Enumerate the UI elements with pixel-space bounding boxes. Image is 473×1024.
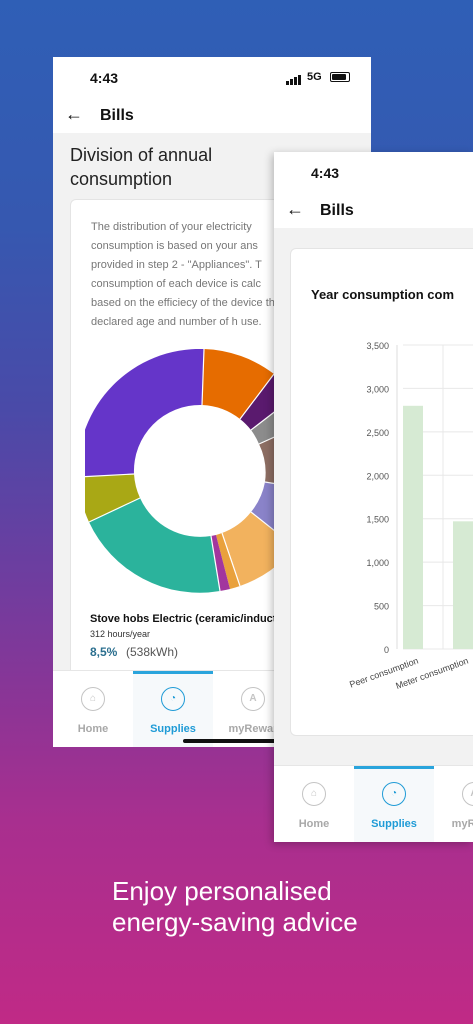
battery-icon — [330, 72, 350, 82]
caption-line-2: energy-saving advice — [112, 907, 358, 937]
gauge-icon: ◔ — [161, 687, 185, 711]
back-arrow-icon[interactable]: ← — [65, 104, 83, 124]
rewards-icon: A — [241, 687, 265, 711]
donut-segment-peach — [222, 512, 285, 586]
nav-supplies-label-2: Supplies — [371, 818, 417, 830]
status-time: 4:43 — [90, 70, 119, 86]
device-name: Stove hobs Electric (ceramic/inductio — [90, 613, 287, 625]
device-kwh: (538kWh) — [126, 645, 179, 659]
header-title: Bills — [100, 107, 134, 124]
marketing-caption: Enjoy personalised energy-saving advice — [112, 876, 358, 938]
chart-card: Year consumption com 3,500 3,000 2,500 2,00… — [290, 248, 473, 736]
gauge-icon: ◔ — [382, 782, 406, 806]
nav-rewards-label: myRewar — [228, 723, 278, 735]
section-title: Division of annual consumption — [70, 145, 213, 189]
network-label: 5G — [307, 71, 322, 83]
donut-segment-teal — [89, 498, 220, 593]
y-tick-label: 2,000 — [366, 471, 389, 481]
donut-segment-orange-small — [216, 533, 240, 589]
nav-supplies[interactable]: ◔ Supplies — [133, 671, 213, 747]
caption-line-1: Enjoy personalised — [112, 876, 332, 906]
description-text: The distribution of your electricity con… — [91, 221, 281, 328]
y-tick-label: 3,000 — [366, 384, 389, 394]
y-tick-label: 0 — [384, 645, 389, 655]
nav-rewards[interactable]: A myRewar — [213, 671, 293, 747]
nav-home-2[interactable]: ⌂ Home — [274, 766, 354, 842]
chart-title: Year consumption com — [311, 287, 455, 302]
nav-home[interactable]: ⌂ Home — [53, 671, 133, 747]
status-time-2: 4:43 — [311, 165, 340, 181]
donut-segment-purple — [85, 349, 204, 477]
nav-home-label: Home — [77, 723, 109, 735]
app-header-2: ← Bills — [274, 194, 473, 228]
donut-segment-magenta — [211, 535, 230, 591]
nav-rewards-label-2: myRewa — [451, 818, 473, 830]
signal-icon — [286, 72, 302, 88]
donut-chart — [85, 349, 285, 593]
donut-segment-darkpurple — [240, 374, 285, 430]
nav-supplies-label: Supplies — [150, 723, 196, 735]
y-tick-label: 1,500 — [366, 515, 389, 525]
header-title-2: Bills — [320, 202, 354, 219]
home-icon: ⌂ — [81, 687, 105, 711]
donut-segment-orange — [202, 349, 274, 419]
device-usage: 312 hours/year — [90, 629, 151, 639]
y-tick-label: 1,000 — [366, 558, 389, 568]
y-tick-label: 500 — [374, 602, 389, 612]
y-tick-label: 2,500 — [366, 428, 389, 438]
home-icon: ⌂ — [302, 782, 326, 806]
y-tick-label: 3,500 — [366, 341, 389, 351]
home-indicator — [183, 739, 283, 743]
bar-0 — [403, 405, 423, 649]
status-bar: 4:43 5G — [53, 57, 371, 99]
nav-home-label-2: Home — [298, 818, 330, 830]
app-header: ← Bills — [53, 99, 371, 133]
nav-rewards-2[interactable]: A myRewa — [434, 766, 473, 842]
status-bar-2: 4:43 — [274, 152, 473, 194]
phone-screen-year: 4:43 ← Bills Year consumption com 3,500 3… — [274, 152, 473, 842]
donut-segment-olive — [85, 474, 140, 522]
back-arrow-icon-2[interactable]: ← — [286, 199, 304, 219]
content-area-2: Year consumption com 3,500 3,000 2,500 2,00… — [274, 228, 473, 766]
bar-1 — [453, 521, 473, 649]
bottom-nav-2: ⌂ Home ◔ Supplies A myRewa — [274, 765, 473, 842]
device-percent: 8,5% — [90, 645, 118, 659]
rewards-icon: A — [462, 782, 473, 806]
nav-supplies-2[interactable]: ◔ Supplies — [354, 766, 434, 842]
